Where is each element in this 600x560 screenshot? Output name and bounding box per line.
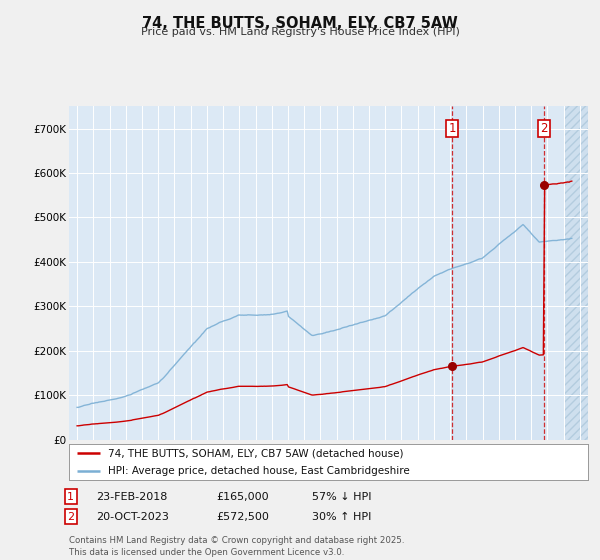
Text: 20-OCT-2023: 20-OCT-2023 xyxy=(96,512,169,522)
Text: £572,500: £572,500 xyxy=(216,512,269,522)
Text: 2: 2 xyxy=(67,512,74,522)
Text: HPI: Average price, detached house, East Cambridgeshire: HPI: Average price, detached house, East… xyxy=(108,466,410,476)
Text: 30% ↑ HPI: 30% ↑ HPI xyxy=(312,512,371,522)
Text: 1: 1 xyxy=(67,492,74,502)
Text: 1: 1 xyxy=(448,122,456,135)
Text: 23-FEB-2018: 23-FEB-2018 xyxy=(96,492,167,502)
Text: 2: 2 xyxy=(541,122,548,135)
Bar xyxy=(563,106,588,440)
Text: 74, THE BUTTS, SOHAM, ELY, CB7 5AW (detached house): 74, THE BUTTS, SOHAM, ELY, CB7 5AW (deta… xyxy=(108,449,403,458)
Bar xyxy=(452,106,544,440)
Text: 74, THE BUTTS, SOHAM, ELY, CB7 5AW: 74, THE BUTTS, SOHAM, ELY, CB7 5AW xyxy=(142,16,458,31)
Text: 57% ↓ HPI: 57% ↓ HPI xyxy=(312,492,371,502)
Text: Price paid vs. HM Land Registry's House Price Index (HPI): Price paid vs. HM Land Registry's House … xyxy=(140,27,460,37)
Bar xyxy=(563,106,588,440)
Text: £165,000: £165,000 xyxy=(216,492,269,502)
Text: Contains HM Land Registry data © Crown copyright and database right 2025.
This d: Contains HM Land Registry data © Crown c… xyxy=(69,536,404,557)
